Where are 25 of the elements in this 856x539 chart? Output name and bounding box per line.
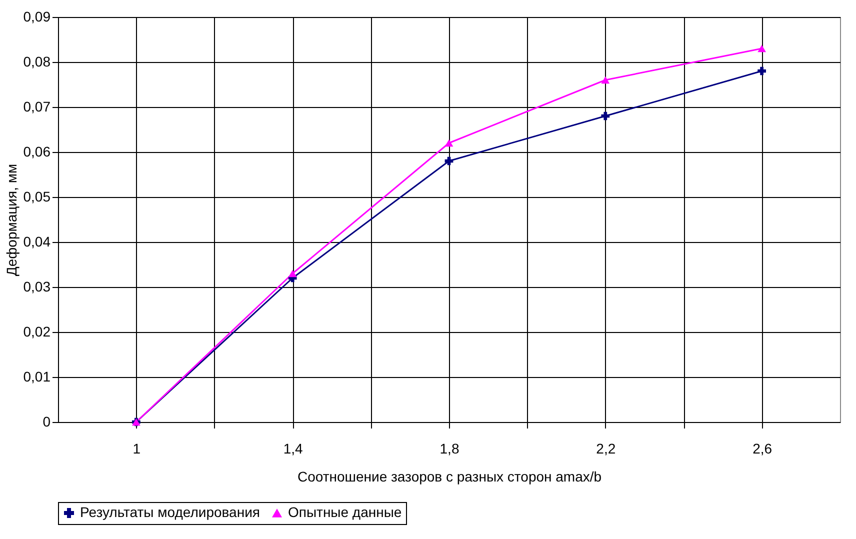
point bbox=[288, 270, 297, 278]
y-tick-label: 0,04 bbox=[23, 234, 51, 250]
y-tick-label: 0,05 bbox=[23, 188, 51, 204]
point bbox=[601, 76, 610, 84]
y-tick-label: 0,08 bbox=[23, 54, 51, 70]
point bbox=[601, 112, 610, 120]
y-tick-label: 0,09 bbox=[23, 8, 51, 24]
legend-label: Результаты моделирования bbox=[80, 504, 260, 520]
y-tick-label: 0,03 bbox=[23, 278, 51, 294]
x-tick-label: 1,8 bbox=[440, 440, 460, 456]
x-tick-label: 2,6 bbox=[752, 440, 772, 456]
y-tick-label: 0,06 bbox=[23, 144, 51, 160]
point bbox=[444, 139, 454, 147]
y-axis-title: Деформация, мм bbox=[3, 164, 20, 276]
y-tick-label: 0,07 bbox=[23, 98, 51, 114]
x-tick-label: 2,2 bbox=[596, 440, 616, 456]
point bbox=[758, 44, 766, 52]
y-tick-label: 0,01 bbox=[23, 368, 51, 384]
legend-label: Опытные данные bbox=[288, 504, 402, 520]
point bbox=[758, 66, 766, 76]
y-tick-label: 0 bbox=[42, 414, 51, 430]
x-axis-title: Соотношение зазоров с разных сторон amax/b bbox=[297, 468, 602, 484]
y-tick-label: 0,02 bbox=[23, 324, 51, 340]
x-tick-label: 1,4 bbox=[283, 440, 304, 456]
x-tick-label: 1 bbox=[132, 440, 141, 456]
